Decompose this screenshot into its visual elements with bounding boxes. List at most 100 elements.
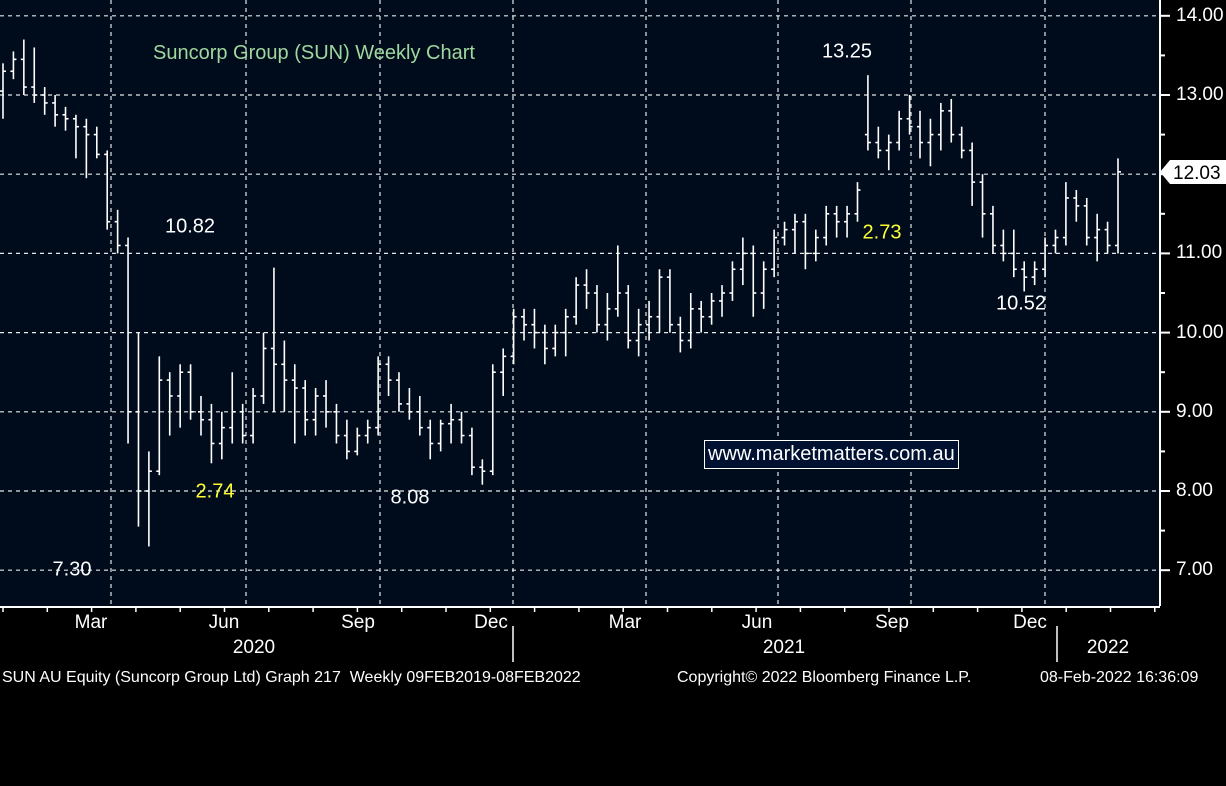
ohlc-bar: [979, 174, 986, 238]
ohlc-bar: [489, 364, 496, 476]
ohlc-bar: [343, 419, 350, 460]
annotation-label: 7.30: [52, 558, 92, 581]
x-year-label: 2022: [1086, 637, 1130, 658]
annotation-label: 2.74: [195, 480, 235, 503]
ohlc-bar: [260, 332, 267, 404]
ohlc-bar: [791, 213, 798, 254]
ohlc-bar: [145, 451, 152, 547]
ohlc-bar: [302, 380, 309, 436]
ohlc-bar: [385, 356, 392, 396]
ohlc-bar: [156, 356, 163, 476]
x-tick-label: Sep: [341, 612, 375, 633]
ohlc-bar: [573, 277, 580, 325]
ohlc-bar: [135, 332, 142, 527]
ohlc-bar: [510, 308, 517, 365]
ohlc-bar: [1052, 229, 1059, 254]
x-year-label: 2020: [232, 637, 276, 658]
ohlc-bar: [646, 300, 653, 341]
ohlc-bar: [416, 395, 423, 436]
ohlc-bar: [917, 110, 924, 159]
x-tick-label: Mar: [608, 612, 642, 633]
y-tick-label: 7.00: [1176, 559, 1213, 581]
ohlc-bar: [864, 75, 871, 151]
y-tick-label: 8.00: [1176, 480, 1213, 501]
ohlc-bar: [270, 267, 277, 412]
ohlc-bar: [698, 300, 705, 333]
ohlc-bar: [1010, 229, 1017, 278]
ohlc-bar: [1115, 158, 1121, 254]
footer-timestamp: 08-Feb-2022 16:36:09: [1040, 669, 1199, 686]
ohlc-bar: [521, 308, 528, 341]
ohlc-bar: [93, 126, 100, 159]
ohlc-bar: [937, 102, 944, 151]
footer: SUN AU Equity (Suncorp Group Ltd) Graph …: [0, 666, 1226, 690]
ohlc-bar: [187, 364, 194, 420]
ohlc-bar: [552, 324, 559, 357]
ohlc-bar: [448, 403, 455, 444]
ohlc-bar: [31, 47, 38, 103]
ohlc-bar: [0, 63, 6, 119]
ohlc-bar: [41, 87, 48, 115]
ohlc-bar: [666, 269, 673, 333]
ohlc-bar: [364, 419, 371, 444]
ohlc-bar: [291, 364, 298, 444]
chart-title: Suncorp Group (SUN) Weekly Chart: [153, 42, 475, 64]
ohlc-bar: [833, 205, 840, 238]
ohlc-bar: [854, 182, 861, 222]
ohlc-bar: [687, 293, 694, 349]
last-price-marker: 12.03: [1160, 159, 1226, 184]
ohlc-bar: [406, 388, 413, 420]
ohlc-bar: [229, 372, 236, 444]
ohlc-bar: [427, 419, 434, 460]
ohlc-bar: [468, 427, 475, 476]
chart-root: Suncorp Group (SUN) Weekly Chart 14.00 13…: [0, 0, 1226, 690]
x-axis: [0, 606, 1226, 668]
ohlc-bar: [323, 380, 330, 428]
plot-svg: [0, 0, 1160, 606]
y-tick-label: 14.00: [1176, 4, 1224, 26]
ohlc-bar: [500, 348, 507, 396]
last-price-label: 12.03: [1173, 163, 1221, 184]
x-tick-label: Mar: [74, 612, 108, 633]
x-axis-ticks: [0, 606, 1160, 662]
ohlc-bar: [739, 237, 746, 286]
ohlc-bar: [375, 356, 382, 436]
ohlc-bar: [437, 419, 444, 452]
ohlc-bar: [333, 403, 340, 444]
annotation-label: 13.25: [821, 40, 873, 63]
x-tick-label: Sep: [875, 612, 909, 633]
y-tick-label: 11.00: [1176, 242, 1223, 264]
ohlc-bar: [562, 308, 569, 357]
annotation-label: 2.73: [862, 221, 902, 244]
ohlc-bar: [656, 269, 663, 333]
y-tick-label: 9.00: [1176, 400, 1213, 422]
y-axis: [1160, 0, 1226, 606]
ohlc-bar: [989, 205, 996, 254]
x-tick-label: Jun: [741, 612, 773, 633]
ohlc-bar: [10, 51, 17, 80]
ohlc-bar: [72, 114, 79, 159]
ohlc-bar: [1021, 261, 1028, 292]
ohlc-bar: [104, 150, 111, 230]
x-year-label: 2021: [762, 637, 806, 658]
ohlc-bar: [218, 411, 225, 460]
annotation-label: 8.08: [390, 486, 430, 509]
ohlc-bar: [281, 340, 288, 412]
ohlc-bar: [114, 209, 121, 254]
annotation-label: 10.52: [995, 292, 1047, 315]
y-axis-ticks: [1159, 0, 1170, 606]
ohlc-bar: [1104, 221, 1111, 254]
ohlc-bar: [906, 95, 913, 135]
ohlc-bar: [614, 245, 621, 317]
ohlc-bar: [312, 388, 319, 436]
ohlc-bar: [625, 285, 632, 349]
ohlc-bar: [197, 395, 204, 436]
plot-area: [0, 0, 1160, 606]
y-tick-label: 13.00: [1176, 84, 1224, 105]
ohlc-bar: [395, 372, 402, 412]
ohlc-bar: [541, 324, 548, 365]
ohlc-bar: [458, 411, 465, 444]
ohlc-bar: [583, 269, 590, 309]
ohlc-bar: [1031, 261, 1038, 286]
y-tick-label: 10.00: [1176, 321, 1224, 343]
